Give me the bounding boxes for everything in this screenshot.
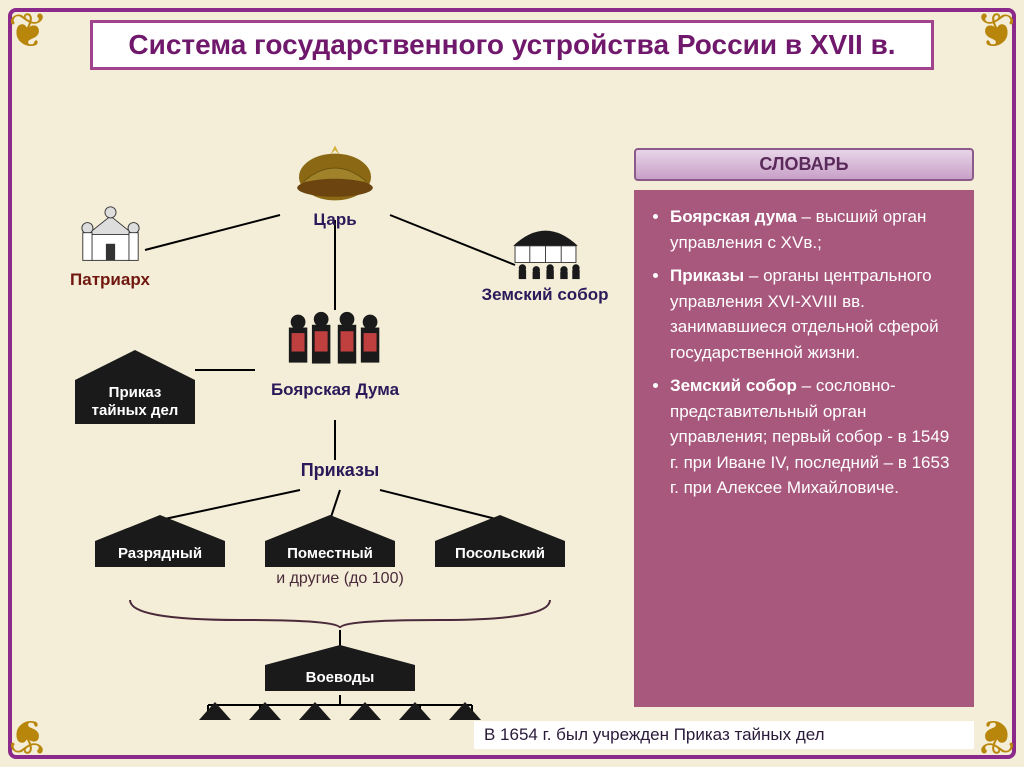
zemsky-sobor-node: Земский собор bbox=[470, 220, 620, 305]
dict-item: Боярская дума – высший орган управления … bbox=[670, 204, 956, 255]
voevody-node: Воеводы bbox=[265, 645, 415, 691]
hierarchy-diagram: Царь Патриарх Земский собор bbox=[40, 120, 630, 720]
secret-prikaz-label: Приказ тайных дел bbox=[75, 380, 195, 424]
sobor-icon bbox=[503, 220, 588, 280]
dictionary-panel: Боярская дума – высший орган управления … bbox=[634, 190, 974, 707]
local-units bbox=[190, 702, 490, 720]
corner-ornament: ❦ bbox=[956, 8, 1016, 68]
zemsky-label: Земский собор bbox=[470, 285, 620, 305]
title-text: Система государственного устройства Росс… bbox=[113, 29, 911, 61]
corner-ornament: ❦ bbox=[8, 8, 68, 68]
dictionary-header: СЛОВАРЬ bbox=[634, 148, 974, 181]
footnote: В 1654 г. был учрежден Приказ тайных дел bbox=[474, 721, 974, 749]
cathedral-icon bbox=[73, 205, 148, 265]
secret-prikaz-node: Приказ тайных дел bbox=[75, 350, 195, 424]
tsar-node: Царь bbox=[280, 140, 390, 230]
patriarch-node: Патриарх bbox=[60, 205, 160, 290]
duma-label: Боярская Дума bbox=[245, 380, 425, 400]
prikaz-posolsky: Посольский bbox=[435, 515, 565, 567]
prikaz-razryadny: Разрядный bbox=[95, 515, 225, 567]
dict-item: Приказы – органы центрального управления… bbox=[670, 263, 956, 365]
prikazy-label: Приказы bbox=[290, 460, 390, 481]
crown-icon bbox=[290, 140, 380, 205]
patriarch-label: Патриарх bbox=[60, 270, 160, 290]
duma-icon bbox=[275, 305, 395, 375]
others-label: и другие (до 100) bbox=[220, 570, 460, 588]
boyar-duma-node: Боярская Дума bbox=[245, 305, 425, 400]
tsar-label: Царь bbox=[280, 210, 390, 230]
dict-item: Земский собор – сословно-представительны… bbox=[670, 373, 956, 501]
prikaz-pomestny: Поместный bbox=[265, 515, 395, 567]
slide-title: Система государственного устройства Росс… bbox=[90, 20, 934, 70]
